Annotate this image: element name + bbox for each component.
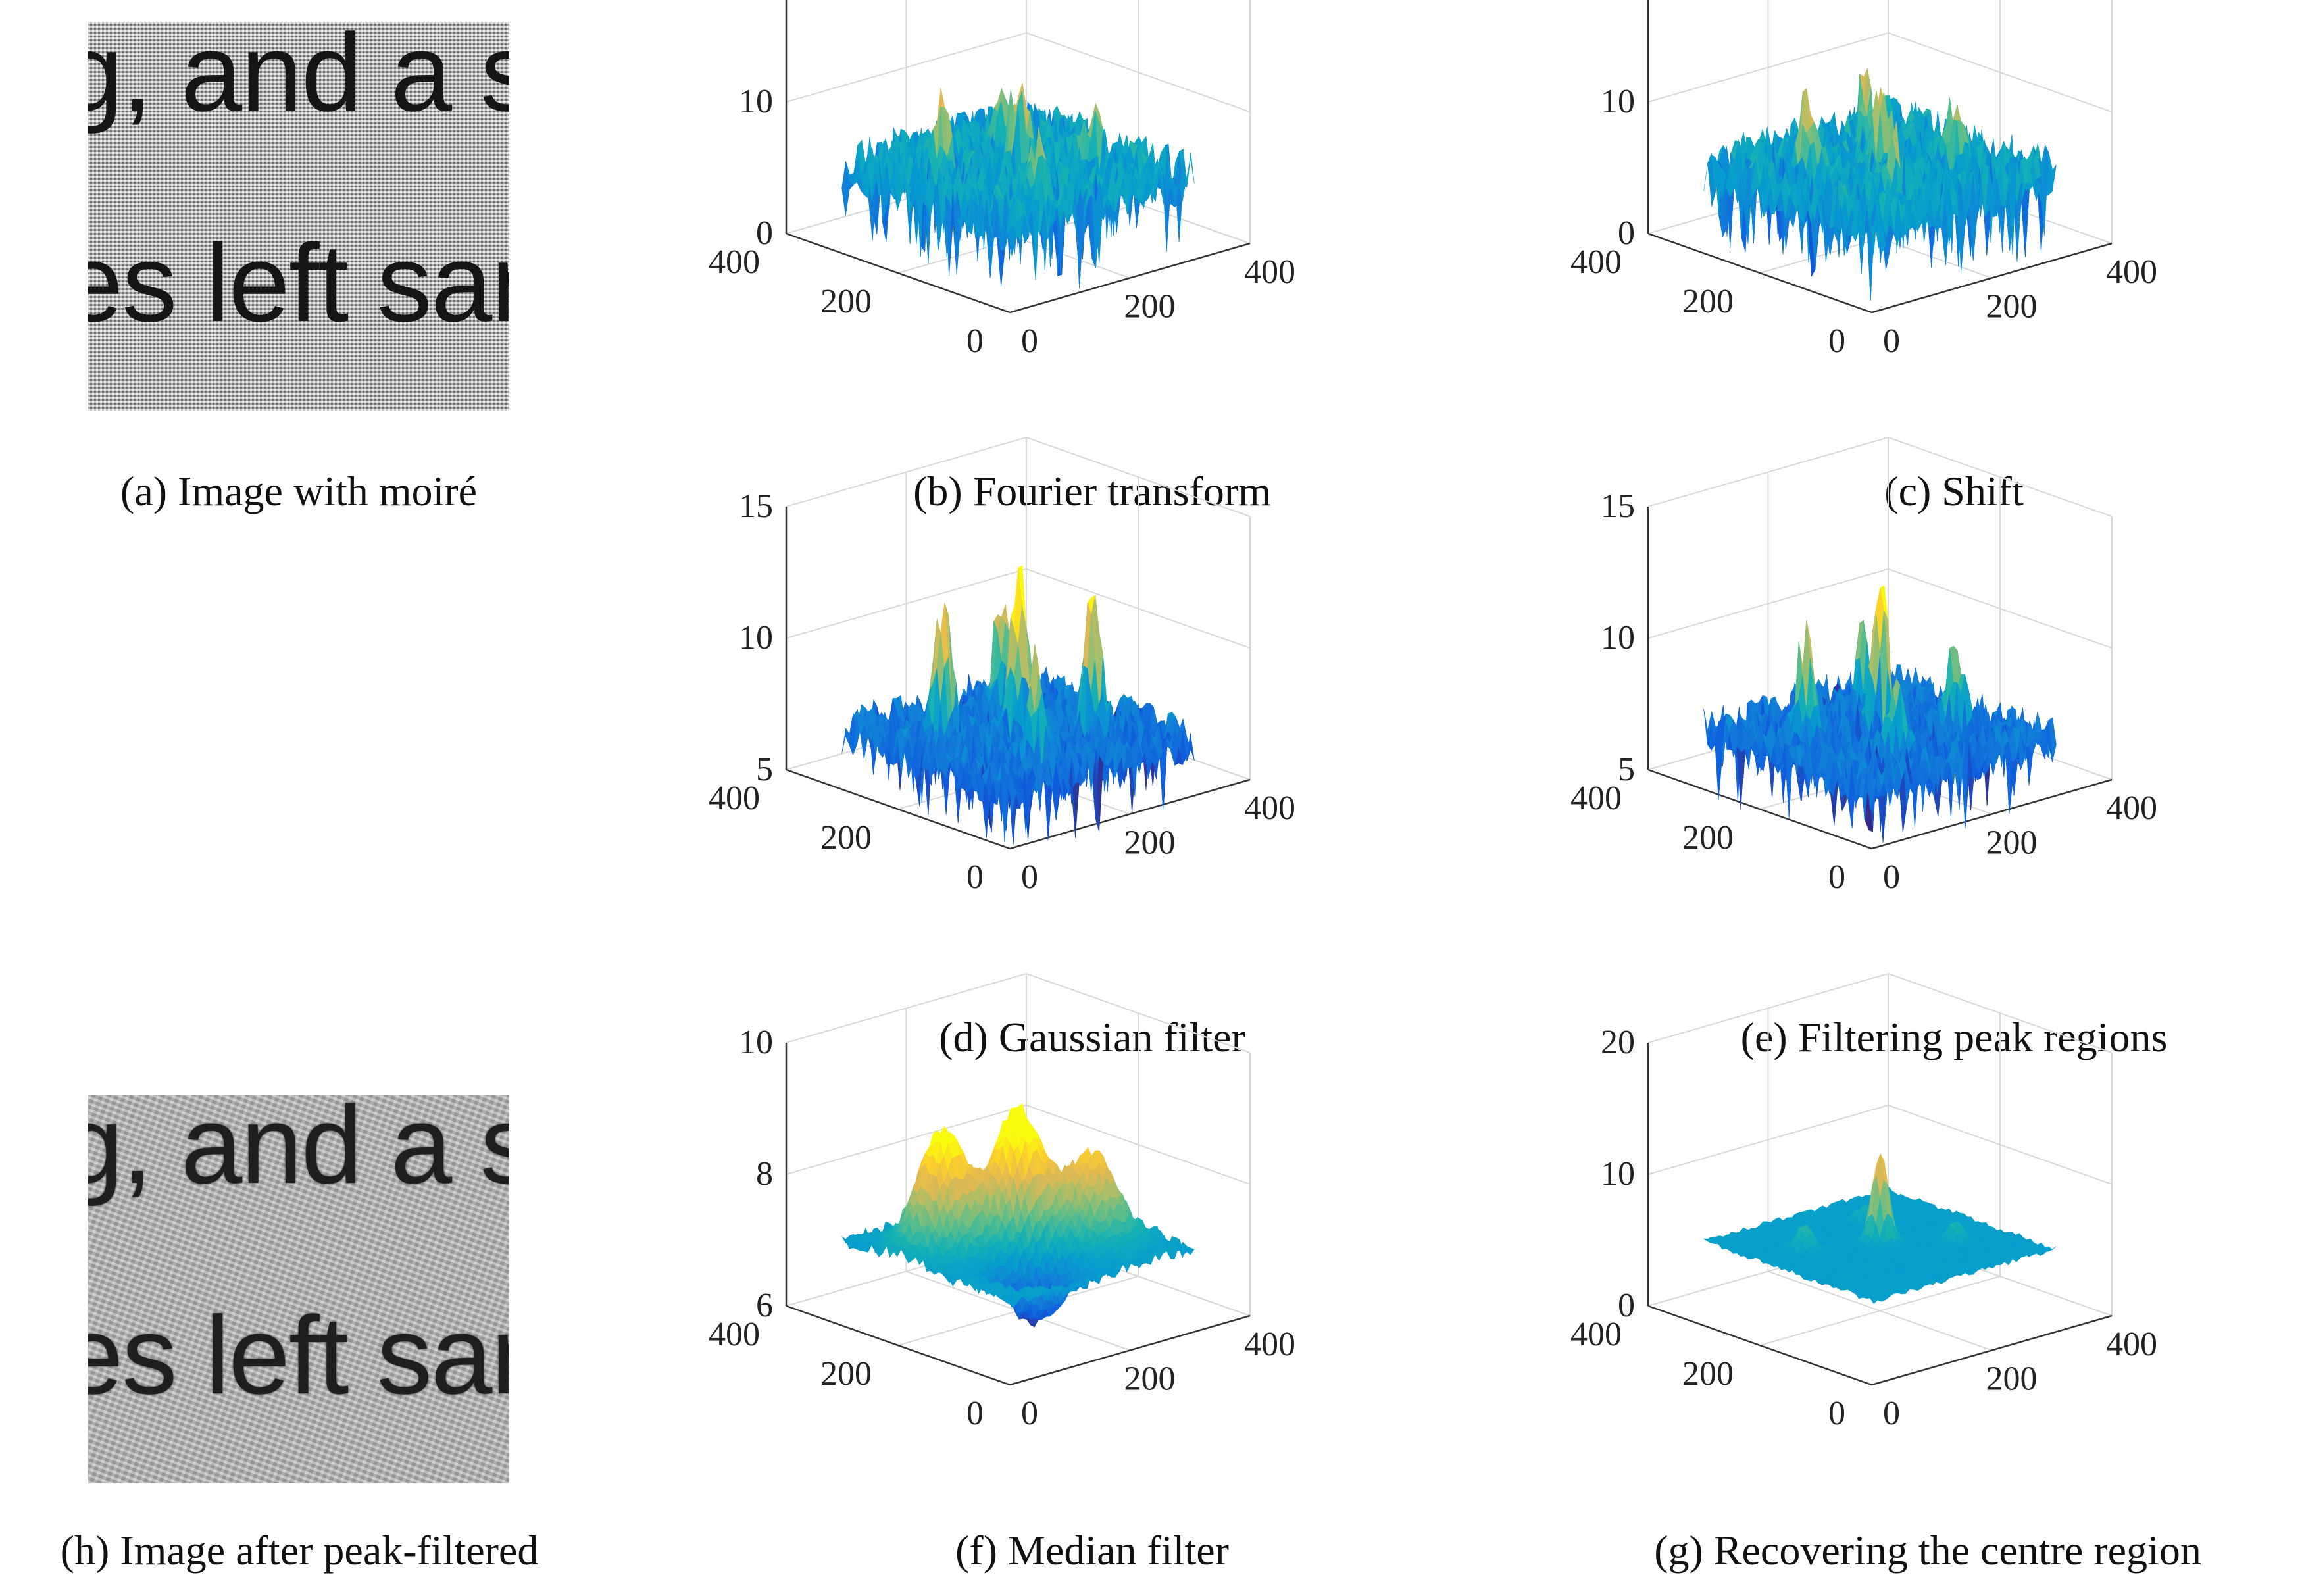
y-tick-label: 200 xyxy=(1124,824,1176,862)
y-tick-label: 0 xyxy=(1021,322,1038,360)
surface-facet xyxy=(1870,203,1878,256)
z-tick-label: 0 xyxy=(1618,214,1635,252)
y-tick-label: 0 xyxy=(1021,859,1038,896)
image-text-line-2: es left san xyxy=(88,221,509,345)
filtered-image: g, and a s es left san xyxy=(88,1095,509,1483)
y-tick-label: 400 xyxy=(1244,789,1295,827)
image-text-line-1: g, and a s xyxy=(88,22,509,134)
x-axis xyxy=(786,232,1011,314)
z-tick-label: 10 xyxy=(1601,83,1635,120)
caption-c: (c) Shift xyxy=(1884,468,2024,514)
z-tick-label: 10 xyxy=(739,619,773,657)
surface xyxy=(841,83,1195,289)
surface-facet xyxy=(1186,152,1195,187)
x-axis xyxy=(786,768,1011,850)
surface xyxy=(1703,68,2057,301)
x-axis xyxy=(1647,232,1872,314)
surface-plot-d: 5 10 15 0 0 200 200 400 400 xyxy=(709,437,1295,896)
x-tick-label: 0 xyxy=(966,859,984,896)
image-text-line-1: g, and a s xyxy=(88,1095,509,1207)
surface-facet xyxy=(2021,188,2030,257)
surface-facet xyxy=(1953,105,1961,122)
caption-b: (b) Fourier transform xyxy=(913,468,1271,514)
y-axis xyxy=(1009,778,1251,850)
image-text-line-2: es left san xyxy=(88,1293,509,1417)
x-tick-label: 200 xyxy=(1682,283,1734,320)
x-tick-label: 400 xyxy=(709,780,760,817)
y-axis xyxy=(1871,242,2113,314)
y-axis xyxy=(1009,242,1251,314)
z-tick-label: 0 xyxy=(756,214,773,252)
z-tick-label: 15 xyxy=(739,487,773,525)
y-tick-label: 0 xyxy=(1883,322,1900,360)
x-tick-label: 400 xyxy=(1570,243,1622,281)
x-tick-label: 0 xyxy=(966,322,984,360)
x-tick-label: 200 xyxy=(820,283,872,320)
y-tick-label: 400 xyxy=(2106,253,2157,291)
moire-image: g, and a s es left san xyxy=(88,22,509,411)
y-tick-label: 400 xyxy=(1244,253,1295,291)
caption-h: (h) Image after peak-filtered xyxy=(60,1527,539,1574)
x-tick-label: 0 xyxy=(1828,322,1845,360)
surface-facet xyxy=(1008,226,1016,257)
plot-d-container: 5 10 15 0 0 200 200 400 400 (d) Gaussian filter xyxy=(709,437,1474,1069)
y-tick-label: 200 xyxy=(1986,288,2038,326)
caption-a: (a) Image with moiré xyxy=(120,468,477,514)
z-tick-label: 5 xyxy=(756,751,773,788)
x-tick-label: 400 xyxy=(709,243,760,281)
surface xyxy=(841,565,1195,845)
y-tick-label: 200 xyxy=(1124,288,1176,326)
x-tick-label: 200 xyxy=(820,819,872,857)
z-tick-label: 10 xyxy=(739,83,773,120)
